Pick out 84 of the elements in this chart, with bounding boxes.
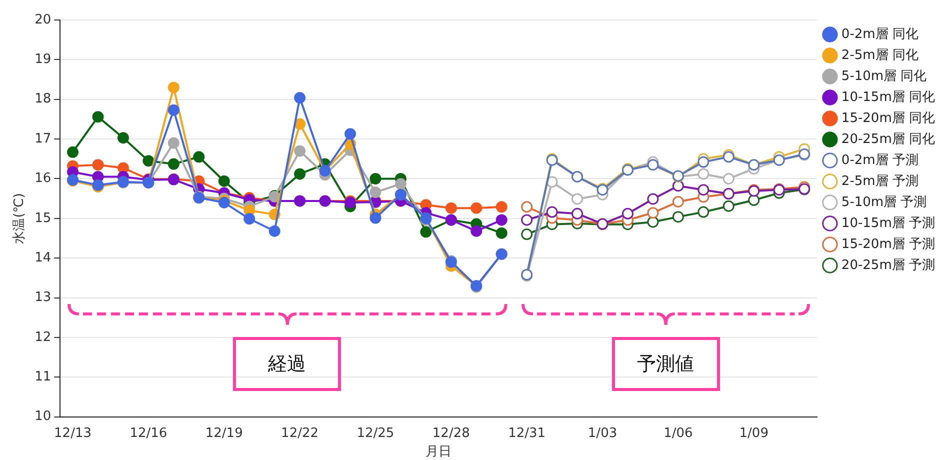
point (168, 104, 180, 116)
legend-label: 0-2m層 同化 (841, 26, 918, 42)
point (672, 196, 684, 208)
y-tick-label: 11 (34, 369, 52, 384)
point (572, 208, 584, 220)
point (370, 172, 382, 184)
point (294, 118, 306, 130)
point (294, 145, 306, 157)
point (344, 128, 356, 140)
point (647, 216, 659, 228)
x-tick-label: 12/13 (54, 426, 92, 441)
legend-label: 15-20m層 予測 (841, 236, 936, 252)
point (521, 228, 533, 240)
x-axis-title: 月日 (426, 444, 452, 460)
legend-label: 0-2m層 予測 (841, 152, 918, 168)
point (92, 111, 104, 123)
point (394, 178, 406, 190)
legend-label: 10-15m層 予測 (841, 216, 936, 231)
point (521, 214, 533, 226)
point (294, 168, 306, 180)
point (370, 186, 382, 198)
point (168, 82, 180, 94)
point (672, 180, 684, 192)
legend-label: 2-5m層 同化 (841, 48, 918, 63)
point (698, 156, 710, 168)
point (142, 155, 154, 167)
y-tick-label: 17 (34, 131, 52, 146)
point (370, 212, 382, 224)
x-tick-label: 1/03 (588, 426, 618, 441)
point (244, 213, 256, 225)
y-tick-label: 19 (34, 52, 52, 68)
point (67, 146, 79, 158)
point (117, 132, 129, 144)
point (521, 201, 533, 213)
point (470, 202, 482, 214)
x-tick-label: 12/22 (281, 426, 319, 441)
legend-label: 2-5m層 予測 (841, 174, 918, 189)
point (698, 206, 710, 218)
point (722, 200, 734, 212)
point (168, 158, 180, 170)
y-tick-label: 16 (34, 171, 52, 186)
legend-label: 20-25m層 同化 (841, 132, 936, 147)
x-tick-label: 12/16 (130, 426, 168, 441)
legend-label: 15-20m層 同化 (841, 110, 936, 126)
point (647, 207, 659, 219)
point (420, 226, 432, 238)
point (698, 168, 710, 180)
point (698, 184, 710, 196)
legend-label: 5-10m層 同化 (841, 68, 927, 84)
point (546, 206, 558, 218)
legend-label: 10-15m層 同化 (841, 90, 936, 105)
point (268, 225, 280, 237)
x-tick-label: 12/28 (432, 426, 470, 441)
point (722, 172, 734, 184)
y-tick-label: 13 (34, 290, 52, 306)
point (496, 227, 508, 239)
y-tick-label: 20 (34, 12, 52, 28)
point (672, 211, 684, 223)
y-axis-title: 水温(℃) (12, 193, 28, 244)
point (294, 92, 306, 104)
point (445, 202, 457, 214)
point (647, 193, 659, 205)
x-tick-label: 1/06 (664, 426, 693, 441)
y-tick-label: 12 (34, 330, 52, 345)
point (496, 214, 508, 226)
point (496, 201, 508, 213)
x-tick-label: 12/19 (205, 426, 243, 441)
point (168, 137, 180, 149)
point (622, 208, 634, 220)
x-tick-label: 12/31 (508, 426, 546, 441)
legend-label: 20-25m層 予測 (841, 258, 936, 273)
y-tick-label: 14 (34, 250, 52, 266)
point (92, 159, 104, 171)
point (218, 175, 230, 187)
x-tick-label: 12/25 (356, 426, 394, 441)
y-tick-label: 15 (34, 210, 52, 226)
point (748, 194, 760, 206)
x-tick-label: 1/09 (739, 426, 768, 441)
point (572, 193, 584, 205)
legend-label: 5-10m層 予測 (841, 194, 927, 210)
point (193, 151, 205, 163)
point (470, 225, 482, 237)
y-tick-label: 10 (34, 409, 52, 424)
y-tick-label: 18 (34, 92, 52, 107)
